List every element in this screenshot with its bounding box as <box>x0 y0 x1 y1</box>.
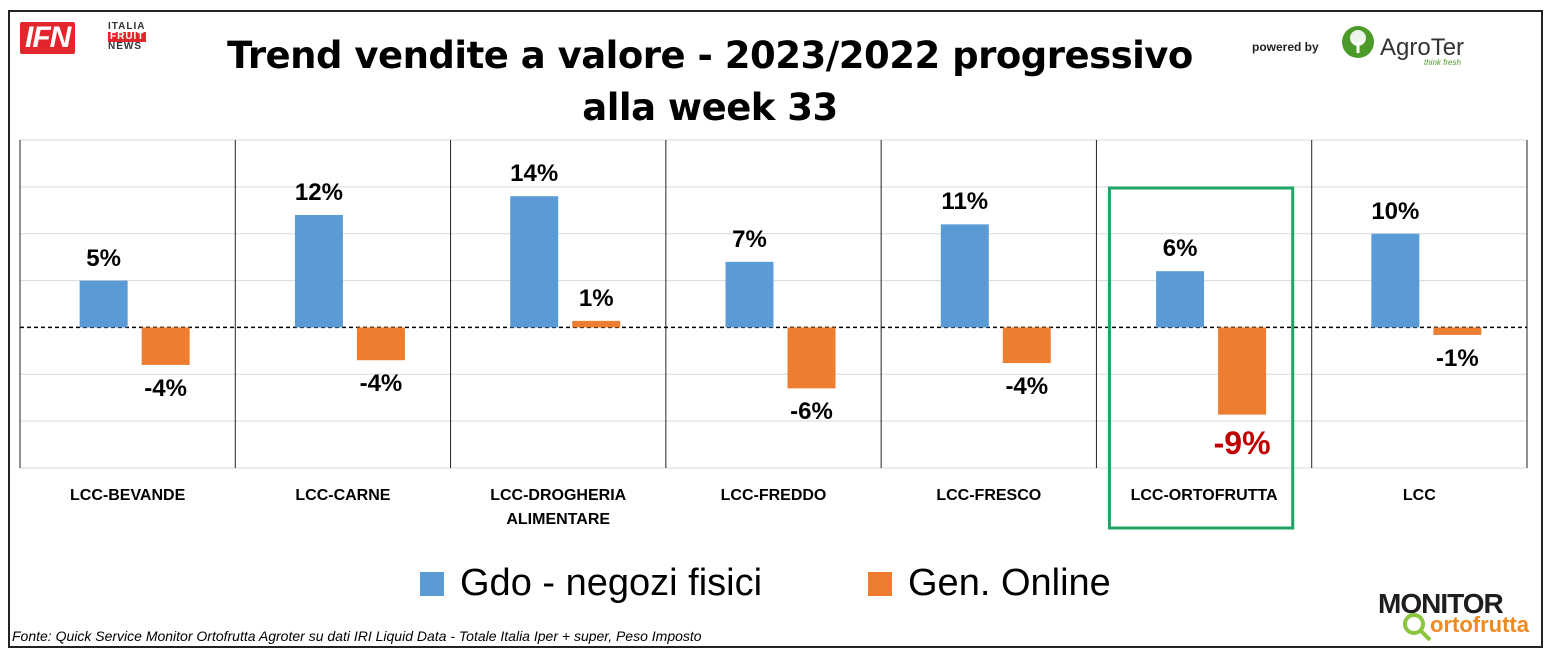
bar-gdo-3 <box>510 196 559 328</box>
ifn-logo-mark: IFN <box>20 22 76 54</box>
magnifier-icon <box>1403 613 1432 642</box>
data-label-gdo-2: 12% <box>294 178 343 206</box>
bar-online-1 <box>141 327 190 365</box>
bar-gdo-4 <box>725 261 774 328</box>
category-label-4: LCC-FREDDO <box>720 487 827 504</box>
data-label-gdo-3: 14% <box>510 160 559 188</box>
legend-label-gdo: Gdo - negozi fisici <box>460 562 763 604</box>
data-label-online-2: -4% <box>359 370 403 398</box>
highlight-box <box>1107 186 1295 530</box>
data-label-gdo-5: 11% <box>941 188 989 216</box>
agroter-name: AgroTer <box>1380 34 1465 61</box>
agroter-tree-icon <box>1342 26 1374 58</box>
bar-gdo-6 <box>1156 271 1205 328</box>
category-label-2: LCC-CARNE <box>295 487 391 504</box>
bar-online-2 <box>356 327 405 361</box>
data-label-online-1: -4% <box>144 374 187 402</box>
data-label-gdo-4: 7% <box>732 225 767 253</box>
bar-gdo-2 <box>294 214 343 328</box>
chart-title-line1: Trend vendite a valore - 2023/2022 progr… <box>227 34 1193 77</box>
bar-gdo-1 <box>79 280 128 328</box>
agroter-tagline: think fresh <box>1424 58 1461 67</box>
agroter-logo: AgroTer think fresh <box>1340 24 1464 67</box>
data-label-gdo-7: 10% <box>1371 197 1420 225</box>
data-label-online-7: -1% <box>1436 344 1479 372</box>
bar-online-3 <box>572 320 621 328</box>
data-label-online-4: -6% <box>790 398 833 426</box>
chart-title: Trend vendite a valore - 2023/2022 progr… <box>160 30 1260 134</box>
ifn-logo-line1: ITALIA <box>108 21 146 32</box>
monitor-logo-word: MONITOR <box>1378 588 1504 619</box>
category-label-1: LCC-BEVANDE <box>70 487 186 504</box>
legend-label-online: Gen. Online <box>908 562 1111 604</box>
monitor-logo-sub: ortofrutta <box>1430 612 1529 637</box>
legend-swatch-online <box>868 572 892 596</box>
data-label-online-6: -9% <box>1213 424 1271 461</box>
bar-online-7 <box>1433 327 1482 335</box>
bar-online-5 <box>1002 327 1051 364</box>
data-label-gdo-1: 5% <box>86 244 121 272</box>
ifn-logo-line3: NEWS <box>108 41 142 52</box>
data-label-online-3: 1% <box>578 284 614 312</box>
figure-frame <box>8 10 1543 648</box>
monitor-ortofrutta-logo: MONITOR ortofrutta <box>1378 588 1538 642</box>
ifn-logo-line2: FRUIT <box>108 31 147 42</box>
category-label-7: LCC <box>1402 487 1436 504</box>
chart-bars <box>79 186 1482 530</box>
data-label-gdo-6: 6% <box>1162 235 1198 263</box>
bar-gdo-5 <box>940 224 989 328</box>
legend-swatch-gdo <box>420 572 444 596</box>
bar-gdo-7 <box>1371 233 1420 328</box>
bar-online-6 <box>1218 327 1267 415</box>
category-label-5: LCC-FRESCO <box>936 487 1042 504</box>
category-label-6: LCC-ORTOFRUTTA <box>1130 487 1278 504</box>
ifn-logo: IFN ITALIA FRUIT NEWS <box>20 22 147 54</box>
category-label-3: LCC-DROGHERIA ALIMENTARE <box>490 487 627 528</box>
bar-online-4 <box>787 327 836 389</box>
powered-by-text: powered by <box>1252 40 1319 54</box>
ifn-logo-words: ITALIA FRUIT NEWS <box>108 21 147 52</box>
data-label-online-5: -4% <box>1005 373 1049 401</box>
source-note: Fonte: Quick Service Monitor Ortofrutta … <box>12 628 702 644</box>
chart-title-line2: alla week 33 <box>582 86 838 129</box>
chart-gridlines <box>19 139 1528 469</box>
